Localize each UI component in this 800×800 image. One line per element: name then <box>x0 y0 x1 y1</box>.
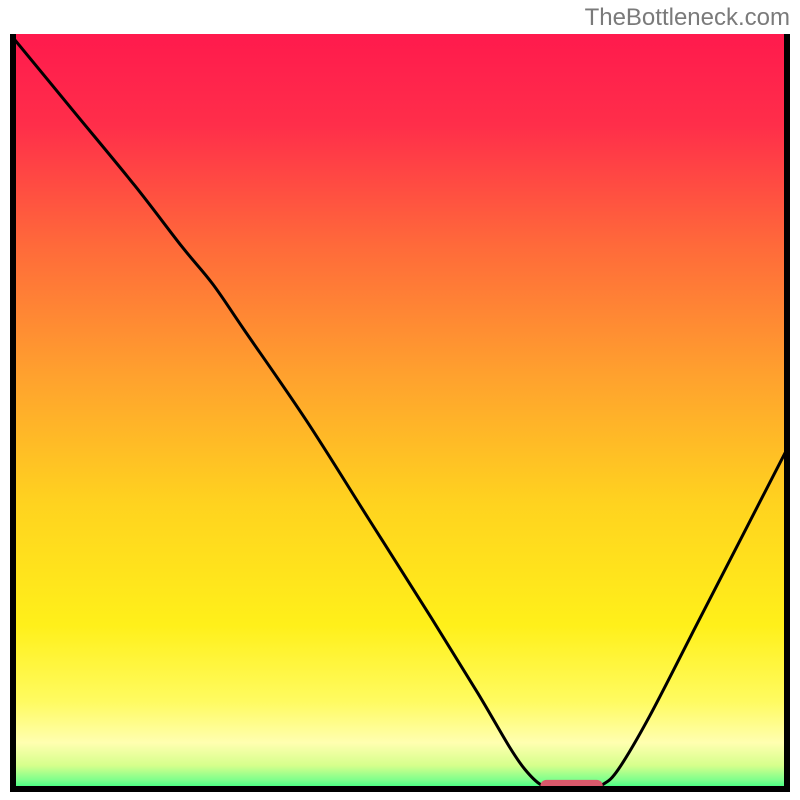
bottleneck-chart <box>10 34 790 792</box>
watermark-text: TheBottleneck.com <box>585 4 790 32</box>
optimal-marker <box>540 780 602 792</box>
curve-path <box>10 34 790 789</box>
bottleneck-curve <box>10 34 790 792</box>
